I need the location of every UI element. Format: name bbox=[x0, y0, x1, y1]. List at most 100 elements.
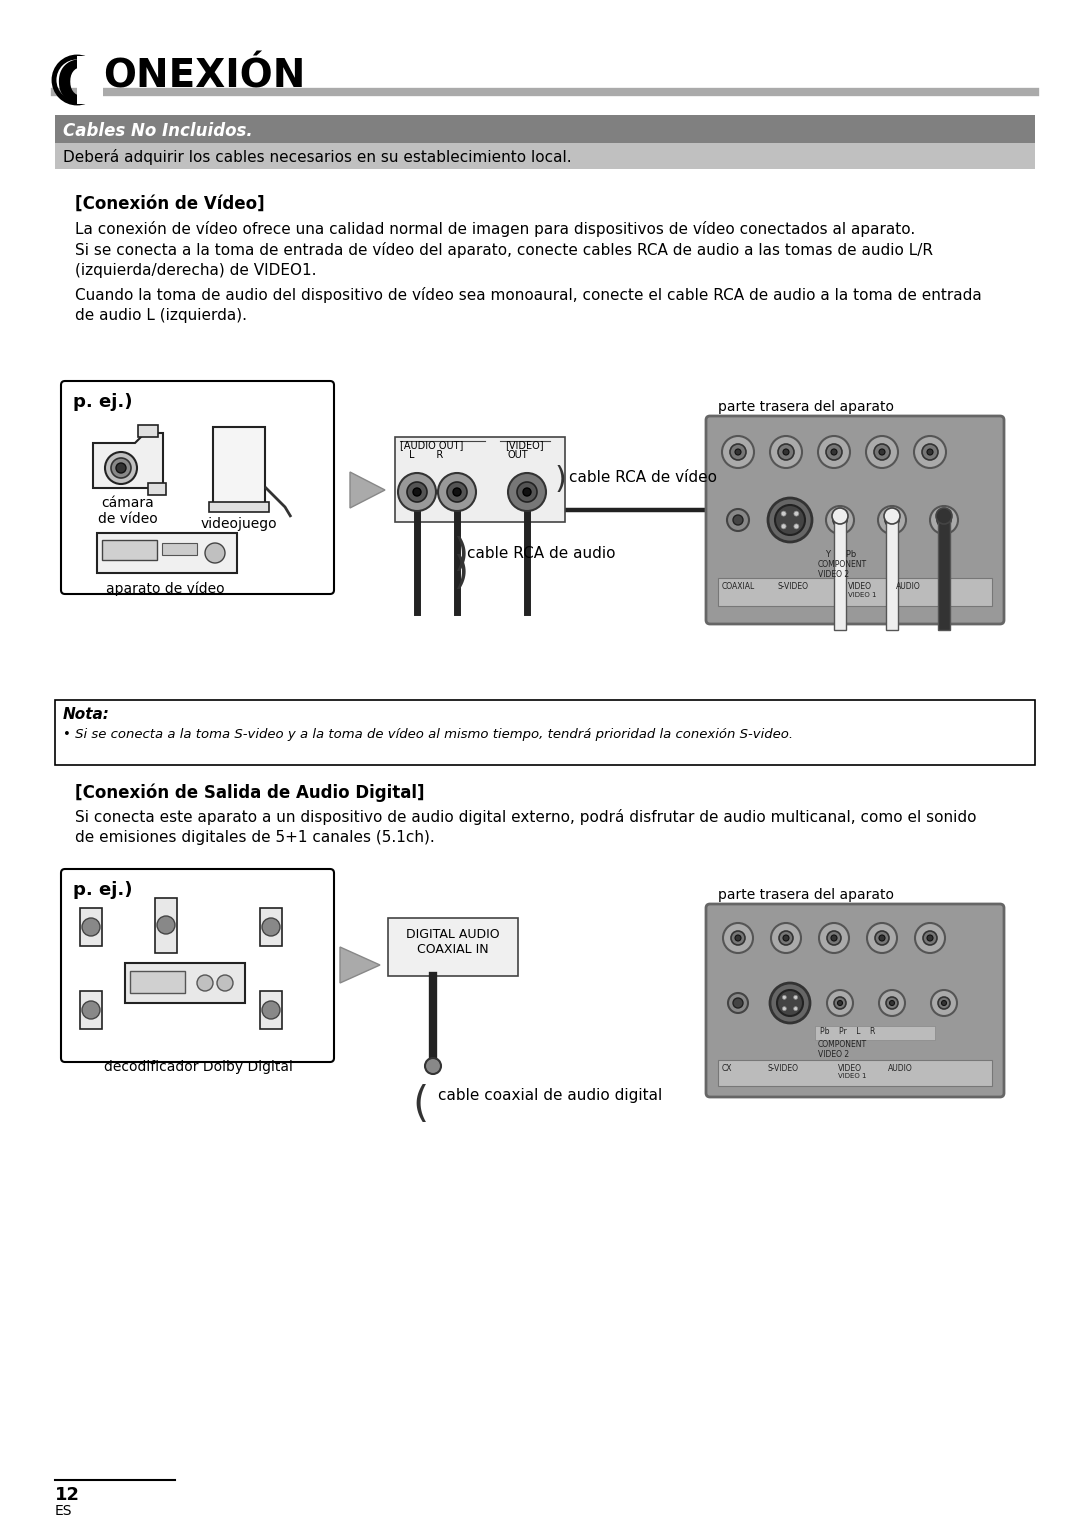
Text: parte trasera del aparato: parte trasera del aparato bbox=[718, 888, 894, 902]
Text: de emisiones digitales de 5+1 canales (5.1ch).: de emisiones digitales de 5+1 canales (5… bbox=[75, 830, 435, 845]
Polygon shape bbox=[340, 948, 380, 983]
Circle shape bbox=[111, 458, 131, 478]
Circle shape bbox=[778, 444, 794, 459]
Circle shape bbox=[723, 923, 753, 954]
Text: videojuego: videojuego bbox=[201, 517, 278, 531]
Circle shape bbox=[770, 436, 802, 468]
Text: 12: 12 bbox=[55, 1486, 80, 1505]
Bar bbox=[148, 484, 166, 494]
Text: Si conecta este aparato a un dispositivo de audio digital externo, podrá disfrut: Si conecta este aparato a un dispositivo… bbox=[75, 809, 976, 826]
Circle shape bbox=[217, 975, 233, 990]
Text: [Conexión de Vídeo]: [Conexión de Vídeo] bbox=[75, 195, 265, 214]
Text: Y      Pb: Y Pb bbox=[825, 549, 856, 559]
Text: (: ( bbox=[447, 531, 462, 569]
Circle shape bbox=[885, 508, 900, 523]
Circle shape bbox=[779, 931, 793, 945]
Circle shape bbox=[262, 919, 280, 935]
Circle shape bbox=[874, 444, 890, 459]
Circle shape bbox=[723, 436, 754, 468]
Circle shape bbox=[875, 931, 889, 945]
Circle shape bbox=[82, 1001, 100, 1019]
Circle shape bbox=[886, 996, 897, 1009]
Circle shape bbox=[413, 488, 421, 496]
Bar bbox=[125, 963, 245, 1003]
Circle shape bbox=[819, 923, 849, 954]
Text: cable coaxial de audio digital: cable coaxial de audio digital bbox=[438, 1088, 662, 1103]
Circle shape bbox=[941, 517, 947, 523]
Circle shape bbox=[768, 497, 812, 542]
Bar bbox=[718, 1061, 993, 1087]
Bar bbox=[55, 700, 1035, 765]
Bar bbox=[77, 56, 103, 104]
Circle shape bbox=[930, 507, 958, 534]
Circle shape bbox=[827, 931, 841, 945]
Circle shape bbox=[735, 449, 741, 455]
Bar bbox=[55, 114, 1035, 143]
Text: aparato de vídeo: aparato de vídeo bbox=[106, 581, 225, 597]
Bar bbox=[388, 919, 518, 977]
Bar bbox=[80, 908, 102, 946]
Bar bbox=[939, 510, 950, 630]
Bar bbox=[834, 510, 846, 630]
Circle shape bbox=[831, 449, 837, 455]
Circle shape bbox=[399, 473, 436, 511]
Circle shape bbox=[937, 513, 951, 526]
Circle shape bbox=[781, 523, 786, 530]
Text: Cuando la toma de audio del dispositivo de vídeo sea monoaural, conecte el cable: Cuando la toma de audio del dispositivo … bbox=[75, 287, 982, 304]
Bar bbox=[210, 502, 269, 513]
Text: de audio L (izquierda).: de audio L (izquierda). bbox=[75, 308, 247, 324]
Circle shape bbox=[889, 517, 895, 523]
Text: VIDEO 2: VIDEO 2 bbox=[818, 1050, 849, 1059]
Text: cable RCA de audio: cable RCA de audio bbox=[467, 545, 616, 560]
Text: p. ej.): p. ej.) bbox=[73, 394, 133, 410]
Circle shape bbox=[770, 983, 810, 1022]
Circle shape bbox=[923, 931, 937, 945]
Circle shape bbox=[771, 923, 801, 954]
Circle shape bbox=[832, 508, 848, 523]
Text: AUDIO: AUDIO bbox=[896, 581, 921, 591]
Text: VIDEO 1: VIDEO 1 bbox=[838, 1073, 866, 1079]
Circle shape bbox=[508, 473, 546, 511]
Text: Cables No Incluidos.: Cables No Incluidos. bbox=[63, 122, 253, 140]
Circle shape bbox=[942, 1001, 946, 1006]
Circle shape bbox=[831, 935, 837, 942]
Text: Nota:: Nota: bbox=[63, 707, 110, 722]
Text: COMPONENT: COMPONENT bbox=[818, 560, 867, 569]
Bar bbox=[718, 578, 993, 606]
Circle shape bbox=[939, 996, 950, 1009]
Circle shape bbox=[116, 462, 126, 473]
Circle shape bbox=[783, 935, 789, 942]
Circle shape bbox=[523, 488, 531, 496]
Text: VIDEO 2: VIDEO 2 bbox=[818, 571, 849, 578]
Circle shape bbox=[262, 1001, 280, 1019]
Circle shape bbox=[867, 923, 897, 954]
Bar bbox=[55, 143, 1035, 169]
Text: [VIDEO]: [VIDEO] bbox=[505, 439, 543, 450]
Circle shape bbox=[914, 436, 946, 468]
Circle shape bbox=[197, 975, 213, 990]
Circle shape bbox=[885, 513, 899, 526]
Text: decodificador Dolby Digital: decodificador Dolby Digital bbox=[104, 1061, 293, 1074]
Bar bbox=[130, 971, 185, 993]
Text: DIGITAL AUDIO
COAXIAL IN: DIGITAL AUDIO COAXIAL IN bbox=[406, 928, 500, 955]
Circle shape bbox=[826, 444, 842, 459]
Circle shape bbox=[794, 523, 799, 530]
Circle shape bbox=[794, 511, 799, 516]
Circle shape bbox=[837, 1001, 842, 1006]
Text: Pb    Pr    L    R: Pb Pr L R bbox=[820, 1027, 876, 1036]
Circle shape bbox=[727, 510, 750, 531]
Circle shape bbox=[936, 508, 951, 523]
Text: S-VIDEO: S-VIDEO bbox=[768, 1064, 799, 1073]
Text: AUDIO: AUDIO bbox=[888, 1064, 913, 1073]
Circle shape bbox=[818, 436, 850, 468]
Text: Si se conecta a la toma de entrada de vídeo del aparato, conecte cables RCA de a: Si se conecta a la toma de entrada de ví… bbox=[75, 243, 933, 258]
Circle shape bbox=[827, 990, 853, 1016]
Text: ): ) bbox=[555, 465, 567, 494]
Text: VIDEO 1: VIDEO 1 bbox=[848, 592, 877, 598]
Text: VIDEO: VIDEO bbox=[838, 1064, 862, 1073]
Text: Deberá adquirir los cables necesarios en su establecimiento local.: Deberá adquirir los cables necesarios en… bbox=[63, 150, 571, 165]
Circle shape bbox=[782, 1007, 786, 1010]
Circle shape bbox=[157, 916, 175, 934]
Polygon shape bbox=[93, 433, 163, 488]
Circle shape bbox=[105, 452, 137, 484]
